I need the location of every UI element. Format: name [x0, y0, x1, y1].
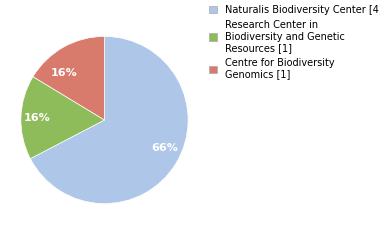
Text: 66%: 66% [151, 143, 178, 153]
Text: 16%: 16% [24, 113, 50, 123]
Wedge shape [30, 36, 188, 204]
Text: 16%: 16% [51, 68, 78, 78]
Wedge shape [21, 77, 104, 159]
Legend: Naturalis Biodiversity Center [4], Research Center in
Biodiversity and Genetic
R: Naturalis Biodiversity Center [4], Resea… [209, 5, 380, 80]
Wedge shape [33, 36, 104, 120]
